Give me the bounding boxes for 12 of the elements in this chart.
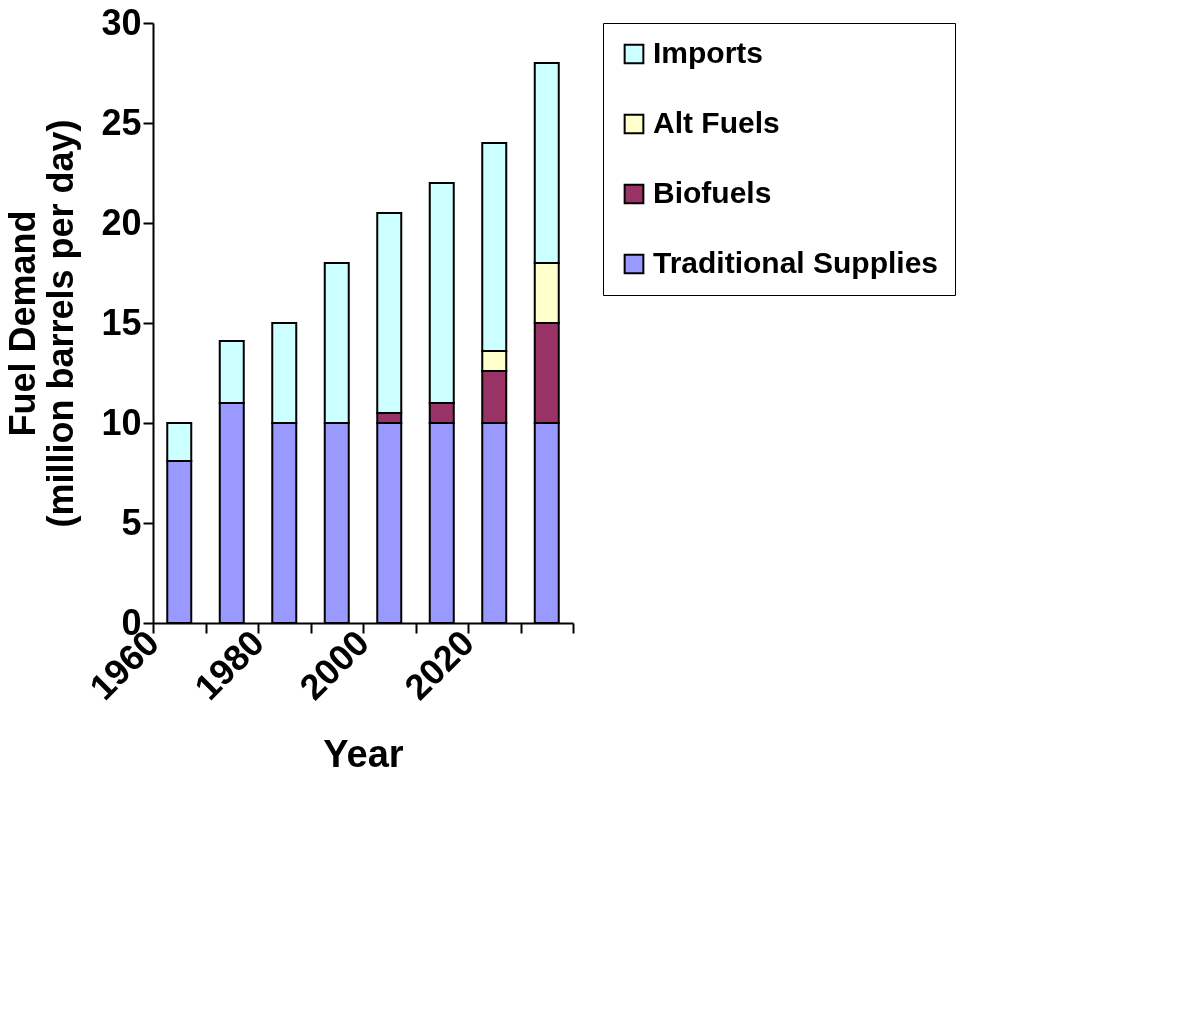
y-tick-label: 25 xyxy=(101,101,142,143)
y-tick-label: 15 xyxy=(101,301,142,343)
y-tick-label: 5 xyxy=(121,501,142,543)
legend-label: Alt Fuels xyxy=(653,106,780,139)
x-axis-title: Year xyxy=(323,732,404,775)
legend-label: Biofuels xyxy=(653,176,772,209)
y-tick-label: 20 xyxy=(101,201,142,243)
y-axis-title: Fuel Demand (million barrels per day) xyxy=(2,119,82,528)
legend-label: Imports xyxy=(653,36,764,69)
legend-label: Traditional Supplies xyxy=(653,246,939,279)
y-tick-label: 10 xyxy=(101,401,142,443)
y-tick-label: 30 xyxy=(101,1,142,43)
